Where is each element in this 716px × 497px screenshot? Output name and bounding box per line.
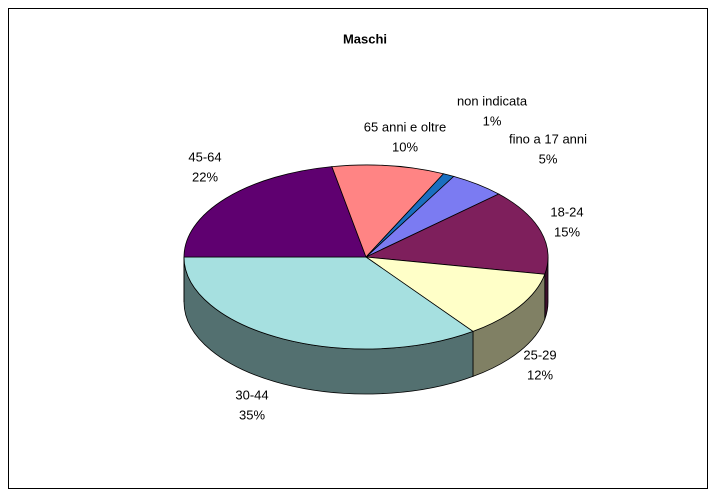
slice-value-label: 15% <box>554 224 580 239</box>
slice <box>331 164 445 258</box>
slice-label: 30-44 <box>235 387 268 402</box>
slice-label: non indicata <box>457 93 528 108</box>
slice-label: 25-29 <box>523 347 556 362</box>
slice-value-label: 35% <box>239 407 265 422</box>
slice <box>365 173 455 258</box>
slice-label: 45-64 <box>188 149 221 164</box>
slice-value-label: 1% <box>483 113 502 128</box>
slice <box>364 256 546 332</box>
slice-label: 65 anni e oltre <box>364 119 446 134</box>
slice-label: 18-24 <box>550 204 583 219</box>
slice-label: fino a 17 anni <box>509 131 587 146</box>
slice <box>183 166 367 258</box>
slice-value-label: 12% <box>527 367 553 382</box>
slice <box>183 256 474 350</box>
slice-value-label: 5% <box>539 151 558 166</box>
slice <box>364 193 549 275</box>
slice-value-label: 10% <box>392 139 418 154</box>
chart-title: Maschi <box>343 31 387 46</box>
slice-value-label: 22% <box>192 169 218 184</box>
